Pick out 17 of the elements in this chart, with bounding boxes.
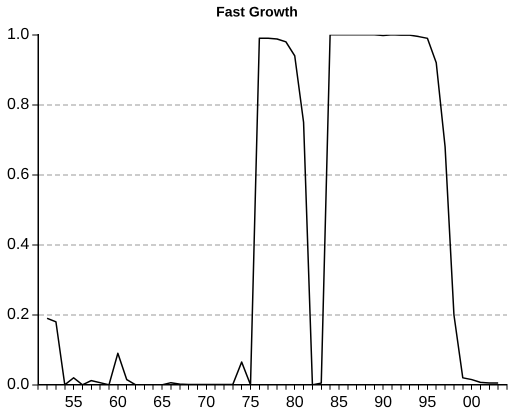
y-tick-label: 0.0: [6, 376, 30, 394]
y-tick-label: 0.6: [6, 166, 30, 184]
y-tick-label: 1.0: [6, 26, 30, 44]
x-tick-label: 00: [462, 394, 481, 411]
x-tick-label: 75: [242, 394, 260, 411]
y-tick-label: 0.8: [6, 96, 30, 114]
x-tick-label: 70: [197, 394, 216, 411]
x-tick-label: 65: [153, 394, 172, 411]
y-tick-label: 0.4: [6, 236, 30, 254]
x-tick-label: 85: [330, 394, 348, 411]
x-tick-label: 95: [418, 394, 436, 411]
chart-title: Fast Growth: [216, 3, 298, 20]
y-tick-label: 0.2: [6, 306, 30, 324]
x-tick-label: 55: [64, 394, 83, 411]
x-tick-label: 80: [286, 394, 304, 411]
x-tick-label: 60: [108, 394, 127, 411]
x-tick-label: 90: [374, 394, 392, 411]
